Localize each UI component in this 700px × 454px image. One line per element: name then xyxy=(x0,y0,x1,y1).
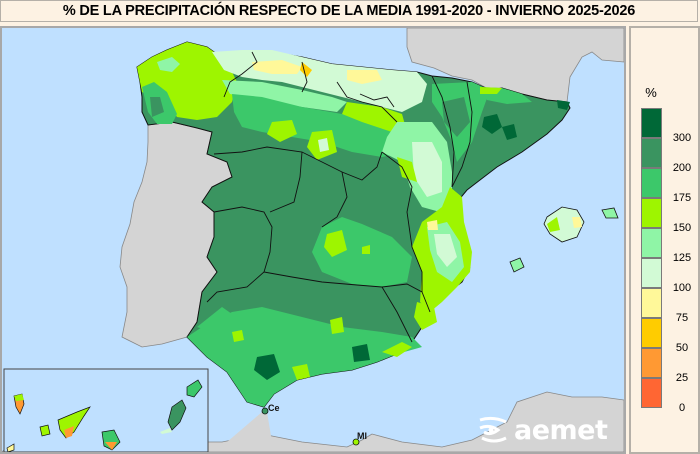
legend-label-0: 0 xyxy=(678,402,686,414)
legend-label-200: 200 xyxy=(672,162,692,174)
aemet-logo: aemet xyxy=(476,414,608,446)
legend-swatch-100 xyxy=(641,258,662,288)
legend-swatch-150 xyxy=(641,198,662,228)
legend-swatch-125 xyxy=(641,228,662,258)
legend-swatch-200 xyxy=(641,138,662,168)
legend-swatch-0 xyxy=(641,378,662,408)
aemet-swirl-icon xyxy=(479,416,507,443)
legend-panel: % 300 200 175 150 125 100 75 50 25 0 xyxy=(629,26,700,454)
legend-swatch-50 xyxy=(641,318,662,348)
legend-label-25: 25 xyxy=(675,372,689,384)
map-title: % DE LA PRECIPITACIÓN RESPECTO DE LA MED… xyxy=(0,0,698,22)
ceuta-label: Ce xyxy=(268,403,280,413)
legend-unit: % xyxy=(645,85,657,100)
legend-swatch-300 xyxy=(641,108,662,138)
aemet-logo-text: aemet xyxy=(514,414,608,446)
precipitation-map: Ce Ml xyxy=(0,26,626,454)
legend-label-175: 175 xyxy=(672,192,692,204)
legend-swatch-175 xyxy=(641,168,662,198)
map-canvas xyxy=(2,28,624,452)
legend-swatch-75 xyxy=(641,288,662,318)
legend-label-100: 100 xyxy=(672,282,692,294)
legend-label-300: 300 xyxy=(672,132,692,144)
legend-label-125: 125 xyxy=(672,252,692,264)
legend-label-75: 75 xyxy=(675,312,689,324)
legend-label-50: 50 xyxy=(675,342,689,354)
melilla-label: Ml xyxy=(357,431,367,441)
legend-label-150: 150 xyxy=(672,222,692,234)
legend-swatch-25 xyxy=(641,348,662,378)
